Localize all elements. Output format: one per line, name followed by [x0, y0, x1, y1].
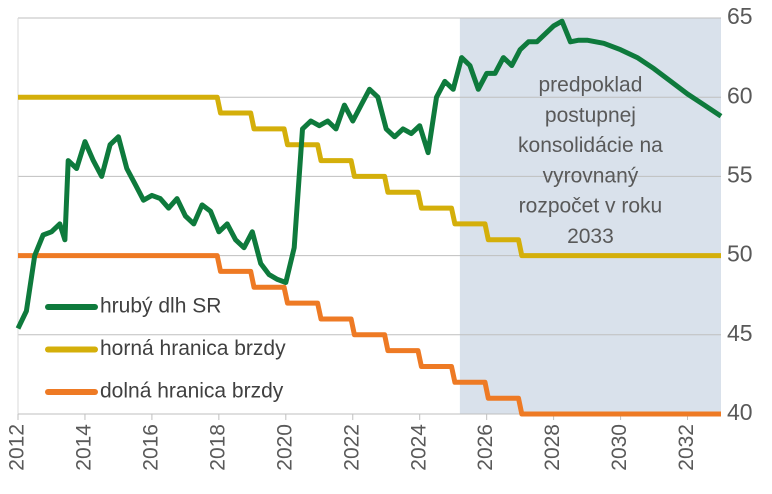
y-tick-label: 55 [727, 161, 753, 187]
y-tick-label: 45 [727, 320, 753, 346]
series-line [18, 253, 721, 417]
x-tick-label: 2022 [340, 424, 363, 471]
series-line [18, 94, 721, 259]
series-line [15, 18, 723, 330]
annotation: predpoklad [538, 74, 642, 97]
x-tick-label: 2032 [675, 424, 698, 471]
x-tick-label: 2028 [541, 424, 564, 471]
x-tick-label: 2020 [273, 424, 296, 471]
legend-label: dolná hranica brzdy [100, 380, 284, 403]
y-tick-label: 50 [727, 241, 753, 267]
annotation: konsolidácie na [518, 134, 663, 157]
x-tick-label: 2014 [72, 424, 95, 471]
legend-label: horná hranica brzdy [100, 337, 286, 360]
x-tick-label: 2012 [6, 424, 29, 471]
x-tick-label: 2030 [608, 424, 631, 471]
x-tick-label: 2018 [206, 424, 229, 471]
x-tick-label: 2016 [139, 424, 162, 471]
legend-label: hrubý dlh SR [100, 295, 221, 318]
x-tick-label: 2024 [407, 424, 430, 471]
y-tick-label: 40 [727, 399, 753, 425]
y-tick-label: 60 [727, 82, 753, 108]
annotation: rozpočet v roku [519, 195, 663, 218]
x-tick-label: 2026 [474, 424, 497, 471]
y-tick-label: 65 [727, 3, 753, 29]
annotation: vyrovnaný [543, 164, 639, 187]
annotation: 2033 [567, 225, 614, 248]
annotation: postupnej [545, 104, 636, 127]
